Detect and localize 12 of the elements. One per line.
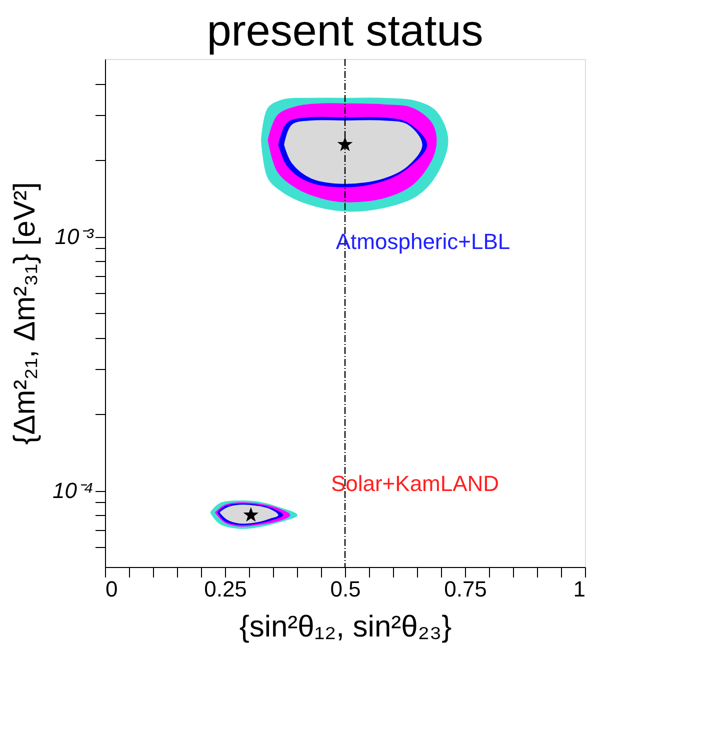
annotation: Atmospheric+LBL: [336, 229, 510, 254]
chart-title: present status: [206, 6, 484, 56]
x-tick-label: 1: [573, 576, 586, 602]
x-tick-label: 0.25: [204, 576, 247, 602]
y-tick-label: 10⁻³: [54, 224, 94, 250]
y-axis-title: {Δm²₂₁, Δm²₃₁} [eV²]: [8, 182, 42, 445]
x-axis-title: {sin²θ₁₂, sin²θ₂₃}: [239, 610, 452, 644]
x-tick-label: 0.5: [330, 576, 361, 602]
x-tick-label: 0.75: [444, 576, 487, 602]
x-tick-label: 0: [106, 576, 118, 602]
y-tick-label: 10⁻⁴: [52, 478, 94, 504]
annotation: Solar+KamLAND: [330, 471, 500, 496]
